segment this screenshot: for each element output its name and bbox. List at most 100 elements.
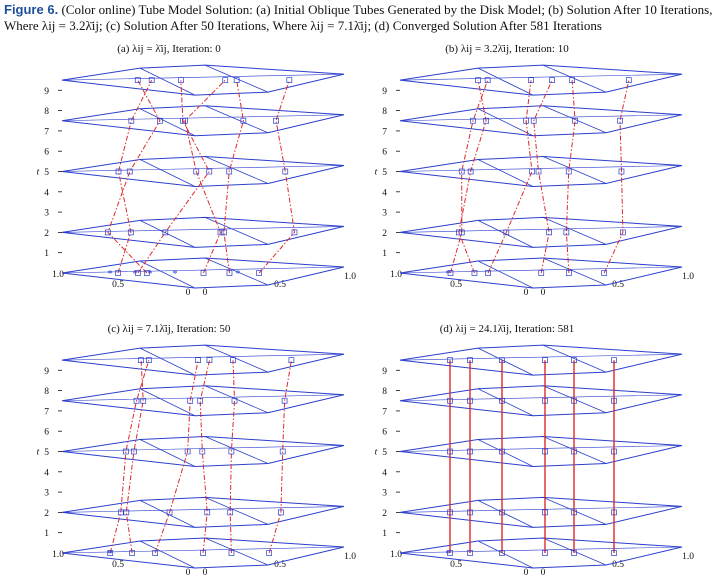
panel-title-d: (d) λij = 24.1λ̄ij, Iteration: 581	[440, 323, 575, 335]
tube-node-marker	[523, 117, 529, 124]
tube-line	[603, 80, 630, 274]
tube-node-marker	[467, 397, 473, 404]
seed-asterisk: *	[236, 269, 241, 280]
layer-plane	[399, 496, 683, 528]
layer-plane	[399, 105, 683, 137]
tube-line	[184, 79, 226, 274]
tube-node-marker	[470, 117, 476, 124]
tube-node-marker	[475, 77, 481, 84]
tube-node-marker	[611, 509, 617, 516]
t-tick-label: 4	[44, 188, 49, 198]
tube-node-marker	[131, 448, 137, 455]
layer-plane-diagonal	[139, 257, 269, 289]
tube-line	[117, 79, 153, 274]
tube-node-marker	[197, 397, 204, 404]
tube-node-marker	[456, 229, 462, 236]
layer-plane-midline	[61, 394, 345, 402]
tube-node-marker	[530, 117, 537, 124]
t-tick-label: 2	[44, 229, 49, 239]
tube-node-marker	[206, 168, 213, 175]
t-tick-label: 5	[44, 448, 49, 458]
layer-plane	[399, 344, 683, 376]
y-tick-label: 0.5	[274, 560, 286, 570]
layer-plane-diagonal	[139, 537, 269, 569]
layer-plane	[399, 257, 683, 289]
tube-node-marker	[535, 168, 542, 175]
y-tick-label: 1.0	[682, 272, 694, 282]
tube-node-marker	[199, 448, 206, 455]
y-tick-label: 0	[203, 568, 208, 578]
layer-plane-midline	[61, 114, 345, 122]
seed-asterisk: *	[446, 549, 451, 560]
layer-plane	[61, 155, 345, 188]
tube-line	[137, 80, 210, 274]
figure-caption: Figure 6. (Color online) Tube Model Solu…	[4, 2, 716, 34]
layer-plane	[61, 537, 345, 569]
tube-line	[125, 360, 144, 554]
tube-node-marker	[499, 550, 505, 556]
tube-node-marker	[566, 270, 572, 276]
t-tick-label: 7	[382, 127, 387, 137]
t-axis-label: t	[37, 168, 40, 178]
tube-node-marker	[226, 270, 233, 276]
x-tick-label: 0.5	[112, 560, 124, 570]
layer-plane-diagonal	[477, 257, 607, 289]
tube-node-marker	[256, 270, 262, 276]
t-tick-label: 3	[44, 209, 49, 219]
tube-node-marker	[291, 229, 298, 236]
tube-node-marker	[484, 77, 491, 84]
t-tick-label: 1	[382, 249, 387, 259]
y-tick-label: 0	[541, 568, 546, 578]
tube-node-marker	[467, 509, 473, 516]
tube-node-marker	[529, 168, 535, 175]
tube-node-marker	[233, 77, 240, 84]
t-axis-label: t	[375, 448, 378, 458]
tube-node-marker	[117, 509, 124, 516]
seed-asterisk: *	[173, 269, 178, 280]
tube-node-marker	[134, 77, 141, 84]
figure-label: Figure 6.	[4, 2, 59, 17]
tube-node-marker	[184, 448, 191, 455]
x-tick-label: 0	[186, 288, 191, 298]
tube-node-marker	[288, 357, 295, 364]
tube-line	[199, 360, 210, 554]
seed-asterisk: *	[108, 549, 113, 560]
t-tick-label: 2	[44, 509, 49, 519]
tube-node-marker	[228, 550, 235, 556]
t-tick-label: 8	[382, 107, 387, 117]
tube-node-marker	[200, 270, 207, 276]
layer-plane	[61, 257, 345, 289]
layer-plane-diagonal	[477, 344, 607, 376]
layer-plane	[399, 435, 683, 468]
tube-line	[223, 80, 244, 274]
y-tick-label: 1.0	[344, 552, 356, 562]
layer-plane-midline	[399, 114, 683, 122]
tube-node-marker	[483, 117, 489, 124]
tube-node-marker	[226, 168, 233, 175]
tube-node-marker	[571, 397, 577, 404]
t-tick-label: 8	[382, 387, 387, 397]
x-tick-label: 0.5	[450, 280, 462, 290]
tube-line	[154, 360, 199, 554]
tube-node-marker	[266, 550, 273, 556]
t-tick-label: 6	[382, 428, 387, 438]
tube-node-marker	[447, 509, 453, 516]
tube-node-marker	[126, 168, 133, 175]
t-axis-label: t	[37, 448, 40, 458]
tube-node-marker	[204, 509, 211, 516]
x-tick-label: 1.0	[52, 270, 64, 280]
t-tick-label: 4	[382, 468, 387, 478]
tube-node-marker	[447, 448, 453, 455]
tube-node-marker	[572, 117, 578, 124]
tube-node-marker	[206, 357, 213, 364]
panel-c: (c) λij = 7.1λ̄ij, Iteration: 50 1 2 3 4 5 6 7 8…	[37, 323, 357, 578]
tube-node-marker	[286, 77, 293, 84]
t-tick-label: 1	[44, 249, 49, 259]
tube-line	[565, 80, 576, 274]
layer-plane	[399, 64, 683, 96]
tube-node-marker	[282, 168, 289, 175]
tube-node-marker	[538, 270, 545, 276]
layer-plane-midline	[399, 266, 683, 274]
t-tick-label: 2	[382, 229, 387, 239]
tube-node-marker	[222, 77, 229, 84]
